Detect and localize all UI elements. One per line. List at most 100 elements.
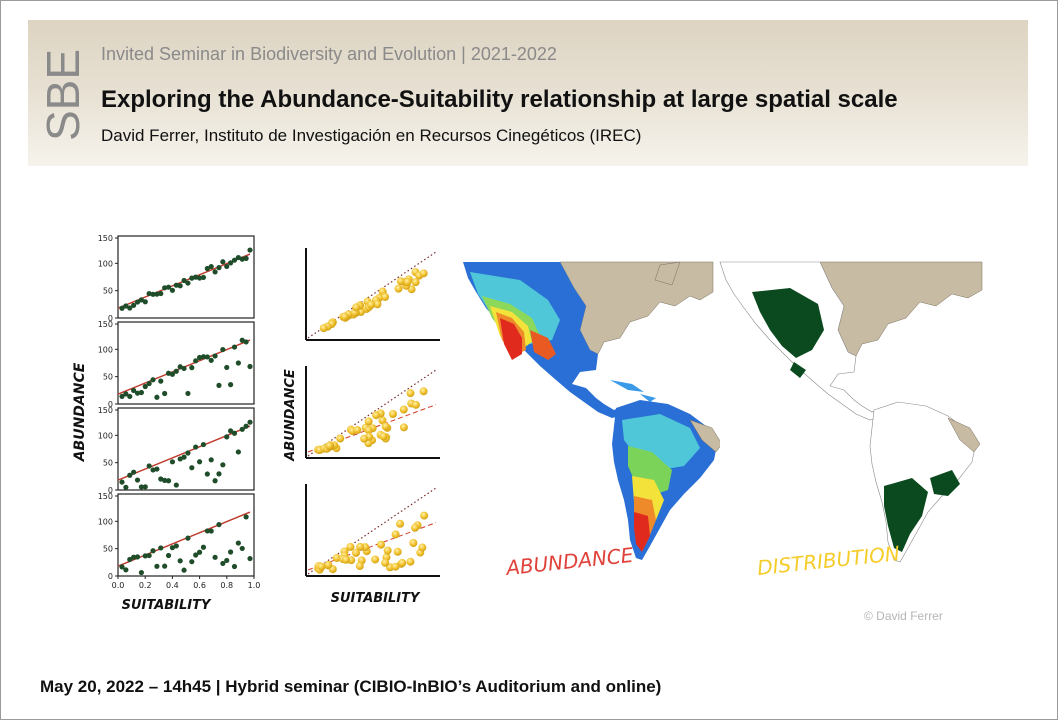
left-data-point xyxy=(235,540,241,546)
middle-panel-2 xyxy=(305,366,440,459)
middle-data-point xyxy=(381,558,390,567)
left-data-point xyxy=(134,554,141,560)
left-panel-frame xyxy=(117,493,255,577)
middle-data-point xyxy=(399,423,408,432)
left-y-tick-label: 0 xyxy=(108,400,113,409)
left-y-tick-label: 0 xyxy=(108,572,113,581)
left-data-point xyxy=(208,263,214,270)
left-data-point xyxy=(165,552,172,559)
left-data-point xyxy=(228,382,234,388)
page-title: Exploring the Abundance-Suitability rela… xyxy=(101,86,898,113)
left-data-point xyxy=(142,553,148,559)
left-panel-2: 150 100 50 0 xyxy=(98,320,255,409)
middle-data-point xyxy=(409,538,418,547)
left-y-tick-label: 0 xyxy=(108,314,113,323)
left-data-point xyxy=(154,466,160,472)
left-data-point xyxy=(173,368,179,374)
left-data-point xyxy=(193,274,199,280)
left-data-point xyxy=(216,382,222,388)
middle-data-point xyxy=(398,558,407,567)
left-data-point xyxy=(196,549,203,555)
left-data-point xyxy=(146,380,152,387)
middle-data-point xyxy=(352,303,361,312)
left-data-point xyxy=(146,290,152,297)
left-data-point xyxy=(131,387,137,394)
middle-data-point xyxy=(419,269,428,278)
left-data-point xyxy=(200,441,207,448)
header-banner xyxy=(28,20,1028,166)
left-data-point xyxy=(204,354,210,360)
left-data-point xyxy=(181,277,187,284)
left-y-tick-label: 150 xyxy=(98,320,113,329)
middle-data-point xyxy=(364,426,373,435)
left-data-point xyxy=(247,555,253,562)
event-details: May 20, 2022 – 14h45 | Hybrid seminar (C… xyxy=(40,677,662,696)
left-y-tick-label: 100 xyxy=(98,259,113,268)
left-data-point xyxy=(231,430,238,436)
left-data-point xyxy=(193,358,199,364)
left-data-point xyxy=(150,548,156,554)
left-data-point xyxy=(200,354,207,360)
left-data-point xyxy=(138,569,144,576)
left-data-point xyxy=(185,390,191,397)
middle-data-point xyxy=(393,547,402,556)
left-data-point xyxy=(142,299,148,305)
left-y-tick-label: 150 xyxy=(98,234,113,243)
speaker-affiliation: David Ferrer, Instituto de Investigación… xyxy=(101,126,642,145)
middle-data-point xyxy=(420,511,429,520)
middle-data-point xyxy=(411,523,420,532)
left-data-point xyxy=(177,283,183,289)
middle-data-point xyxy=(411,400,420,409)
left-data-point xyxy=(185,450,191,456)
left-data-point xyxy=(123,391,129,397)
middle-data-point xyxy=(378,416,387,425)
left-data-point xyxy=(185,280,191,286)
middle-data-point xyxy=(332,554,341,563)
left-y-tick-label: 0 xyxy=(108,486,113,495)
left-data-point xyxy=(193,444,199,450)
left-data-point xyxy=(127,472,133,478)
left-data-point xyxy=(162,563,168,569)
left-data-point xyxy=(138,484,144,490)
left-data-point xyxy=(131,302,137,308)
left-data-point xyxy=(123,567,129,573)
middle-data-point xyxy=(351,548,360,557)
left-data-point xyxy=(158,545,164,551)
left-x-tick-label: 1.0 xyxy=(248,581,261,590)
middle-data-point xyxy=(319,324,328,333)
left-data-point xyxy=(165,284,172,290)
left-data-point xyxy=(162,285,168,291)
left-data-point xyxy=(181,567,187,573)
left-data-point xyxy=(239,337,245,343)
left-data-point xyxy=(212,478,218,484)
left-data-point xyxy=(196,354,203,361)
left-y-tick-label: 50 xyxy=(103,459,113,468)
left-x-tick-label: 0.6 xyxy=(193,581,206,590)
middle-data-point xyxy=(383,546,392,555)
left-data-point xyxy=(150,377,156,383)
left-data-point xyxy=(169,371,176,377)
upper-limit-line xyxy=(307,251,437,339)
left-data-point xyxy=(200,544,207,550)
left-data-point xyxy=(243,255,249,261)
left-data-point xyxy=(142,484,148,490)
left-ylabel: ABUNDANCE xyxy=(72,362,88,462)
left-data-point xyxy=(127,556,133,563)
left-data-point xyxy=(204,265,210,272)
middle-data-point xyxy=(356,542,365,551)
middle-data-point xyxy=(391,530,400,539)
left-panel-4: 150 100 50 0 xyxy=(98,492,255,581)
middle-data-point xyxy=(336,434,345,443)
left-data-point xyxy=(235,360,241,366)
left-data-point xyxy=(127,393,133,400)
upper-limit-line xyxy=(307,487,437,575)
left-data-point xyxy=(123,484,129,490)
left-data-point xyxy=(142,383,148,390)
left-data-point xyxy=(154,291,160,297)
left-data-point xyxy=(134,299,141,305)
middle-data-point xyxy=(360,434,369,443)
middle-data-point xyxy=(406,389,415,398)
left-panel-frame xyxy=(117,235,255,319)
left-data-point xyxy=(134,477,141,483)
left-data-point xyxy=(185,535,191,541)
